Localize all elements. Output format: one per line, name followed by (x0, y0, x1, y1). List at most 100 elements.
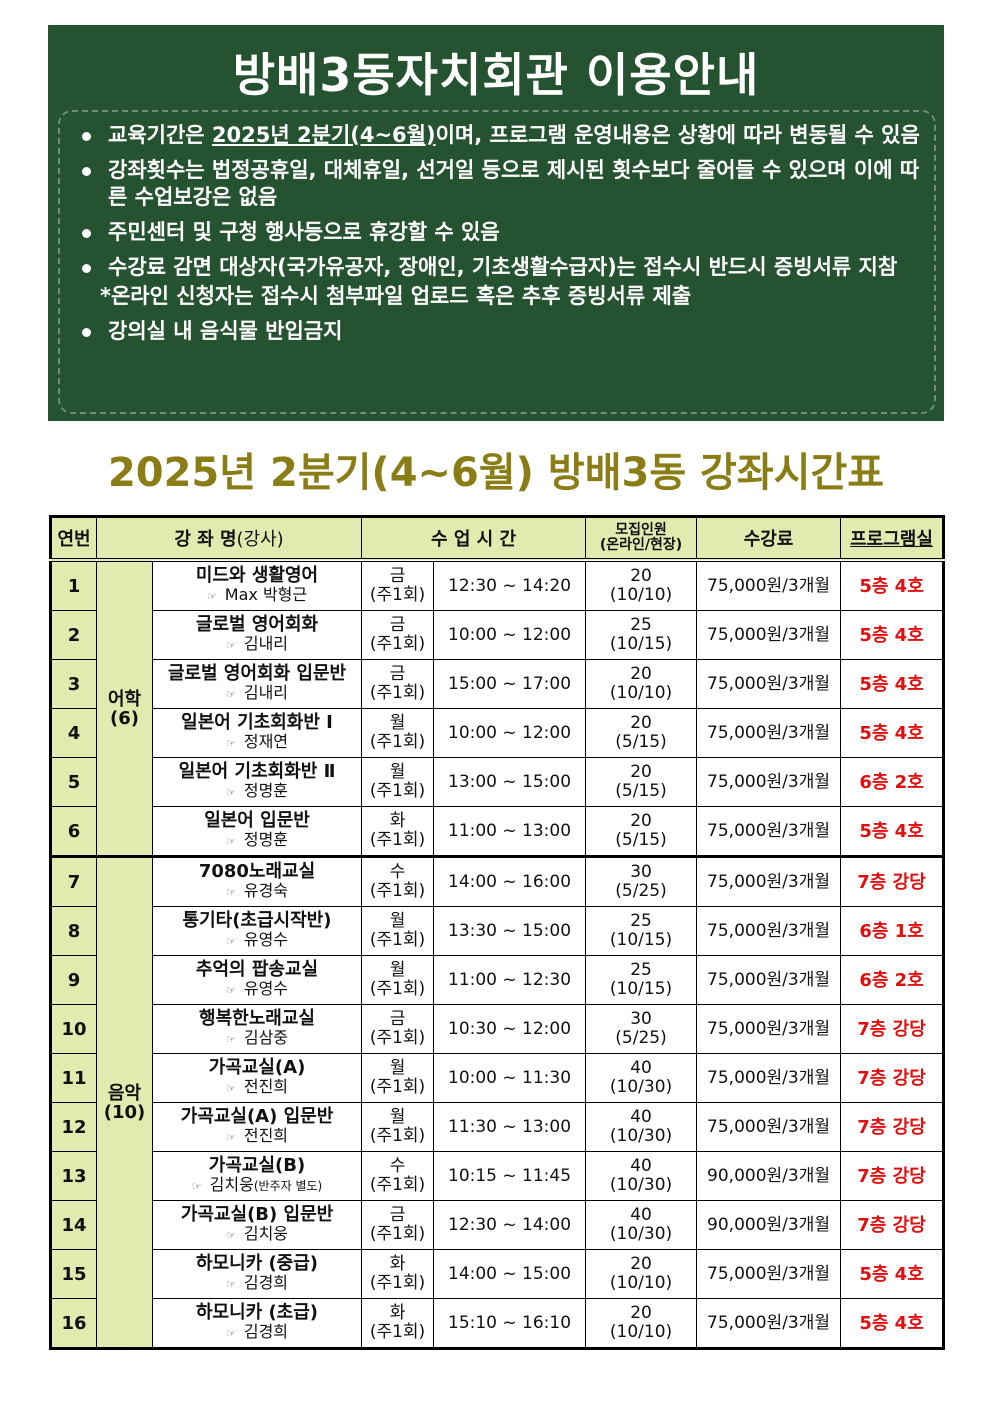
teacher: ☞ 유영수 (153, 979, 361, 1000)
day-cell: 금 (주1회) (361, 1200, 435, 1250)
course-cell: 가곡교실(A) ☞ 전진희 (151, 1053, 363, 1103)
fee: 90,000원/3개월 (696, 1151, 842, 1201)
row-number: 6 (50, 806, 97, 857)
header-course: 강 좌 명(강사) (95, 516, 363, 562)
capacity-total: 20 (630, 713, 652, 733)
class-day: 월 (389, 911, 406, 931)
class-day: 화 (389, 1303, 406, 1323)
capacity-total: 30 (630, 862, 652, 882)
room: 7층 강당 (840, 855, 945, 907)
pointing-hand-icon: ☞ (225, 639, 236, 652)
class-day: 금 (389, 566, 406, 586)
class-time: 14:00 ~ 15:00 (433, 1249, 587, 1299)
teacher: ☞ 김내리 (153, 683, 361, 704)
course-cell: 행복한노래교실 ☞ 김삼중 (151, 1004, 363, 1054)
capacity-total: 25 (630, 615, 652, 635)
pointing-hand-icon: ☞ (225, 1278, 236, 1291)
capacity-total: 40 (630, 1107, 652, 1127)
day-cell: 수 (주1회) (361, 1151, 435, 1201)
capacity-cell: 20 (10/10) (585, 1249, 698, 1299)
category-cell: 음악 (10) (96, 855, 153, 1349)
class-day: 월 (389, 1058, 406, 1078)
bullet-icon (82, 264, 91, 273)
notice-text: 교육기간은 (108, 123, 212, 147)
class-frequency: (주1회) (369, 979, 426, 999)
teacher-name: 유영수 (243, 979, 289, 998)
table-row: 9 추억의 팝송교실 ☞ 유영수 월 (주1회) 11:00 ~ 12:30 25 (10/15… (50, 955, 945, 1005)
teacher: ☞ 김치웅 (153, 1224, 361, 1245)
banner-title: 방배3동자치회관 이용안내 (232, 48, 760, 102)
capacity-cell: 40 (10/30) (585, 1151, 698, 1201)
teacher-name: 김치웅 (243, 1224, 289, 1243)
fee: 75,000원/3개월 (696, 955, 842, 1005)
course-name: 가곡교실(B) (208, 1155, 306, 1176)
teacher-note: (반주자 별도) (253, 1179, 323, 1193)
class-time: 14:00 ~ 16:00 (433, 855, 587, 907)
class-day: 금 (389, 615, 406, 635)
capacity-total: 20 (630, 664, 652, 684)
fee: 75,000원/3개월 (696, 806, 842, 857)
row-number: 7 (50, 855, 97, 907)
capacity-total: 30 (630, 1009, 652, 1029)
capacity-split: (5/25) (615, 1028, 667, 1048)
table-row: 7 음악 (10) 7080노래교실 ☞ 유경숙 수 (주1회) 14:00 ~ 16:00 30… (50, 855, 945, 1349)
room: 5층 4호 (840, 610, 945, 660)
room: 7층 강당 (840, 1004, 945, 1054)
notice-text: 수강료 감면 대상자(국가유공자, 장애인, 기초생활수급자)는 접수시 반드시… (108, 255, 898, 279)
table-row: 5 일본어 기초회화반 Ⅱ ☞ 정명훈 월 (주1회) 13:00 ~ 15:00 20 (5/… (50, 757, 945, 807)
capacity-cell: 30 (5/25) (585, 855, 698, 907)
table-row: 15 하모니카 (중급) ☞ 김경희 화 (주1회) 14:00 ~ 15:00 20 (10/… (50, 1249, 945, 1299)
capacity-cell: 25 (10/15) (585, 955, 698, 1005)
class-day: 수 (389, 862, 406, 882)
header-capacity-label: 모집인원 (615, 522, 667, 538)
teacher-name: 김내리 (243, 683, 289, 702)
capacity-cell: 20 (5/15) (585, 757, 698, 807)
teacher-name: 전진희 (243, 1126, 289, 1145)
class-time: 10:15 ~ 11:45 (433, 1151, 587, 1201)
day-cell: 월 (주1회) (361, 1102, 435, 1152)
teacher: ☞ 김경희 (153, 1322, 361, 1343)
day-cell: 수 (주1회) (361, 855, 435, 907)
teacher-name: 유영수 (243, 930, 289, 949)
course-name: 7080노래교실 (198, 861, 316, 882)
course-cell: 글로벌 영어회화 ☞ 김내리 (151, 610, 363, 660)
class-frequency: (주1회) (369, 781, 426, 801)
bullet-icon (82, 328, 91, 337)
header-capacity-sub: (온라인/현장) (599, 537, 683, 553)
class-time: 11:00 ~ 12:30 (433, 955, 587, 1005)
teacher: ☞ 유영수 (153, 930, 361, 951)
course-cell: 일본어 기초회화반 Ⅱ ☞ 정명훈 (151, 757, 363, 807)
category-count: (10) (103, 1101, 146, 1123)
class-day: 금 (389, 1205, 406, 1225)
capacity-cell: 20 (10/10) (585, 1298, 698, 1349)
notice-text: 이며, 프로그램 운영내용은 상황에 따라 변동될 수 있음 (435, 123, 920, 147)
row-number: 15 (50, 1249, 97, 1299)
room: 5층 4호 (840, 559, 945, 611)
course-name: 일본어 기초회화반 Ⅰ (181, 712, 333, 733)
pointing-hand-icon: ☞ (225, 835, 236, 848)
room: 7층 강당 (840, 1102, 945, 1152)
capacity-split: (10/10) (609, 1322, 673, 1342)
capacity-cell: 40 (10/30) (585, 1102, 698, 1152)
category-name: 음악 (107, 1082, 142, 1104)
capacity-split: (10/15) (609, 930, 673, 950)
pointing-hand-icon: ☞ (225, 1229, 236, 1242)
fee: 75,000원/3개월 (696, 906, 842, 956)
notice-text: 강의실 내 음식물 반입금지 (108, 319, 343, 343)
course-cell: 일본어 입문반 ☞ 정명훈 (151, 806, 363, 857)
fee: 75,000원/3개월 (696, 610, 842, 660)
capacity-total: 20 (630, 1303, 652, 1323)
course-cell: 가곡교실(A) 입문반 ☞ 전진희 (151, 1102, 363, 1152)
capacity-split: (10/10) (609, 1273, 673, 1293)
room: 5층 4호 (840, 659, 945, 709)
notice-banner: 방배3동자치회관 이용안내 교육기간은 2025년 2분기(4~6월)이며, 프… (48, 25, 944, 421)
day-cell: 금 (주1회) (361, 1004, 435, 1054)
course-name: 하모니카 (중급) (195, 1253, 319, 1274)
course-cell: 하모니카 (중급) ☞ 김경희 (151, 1249, 363, 1299)
capacity-split: (10/10) (609, 683, 673, 703)
class-frequency: (주1회) (369, 1224, 426, 1244)
pointing-hand-icon: ☞ (206, 590, 217, 603)
class-frequency: (주1회) (369, 881, 426, 901)
capacity-split: (5/15) (615, 732, 667, 752)
day-cell: 금 (주1회) (361, 559, 435, 611)
